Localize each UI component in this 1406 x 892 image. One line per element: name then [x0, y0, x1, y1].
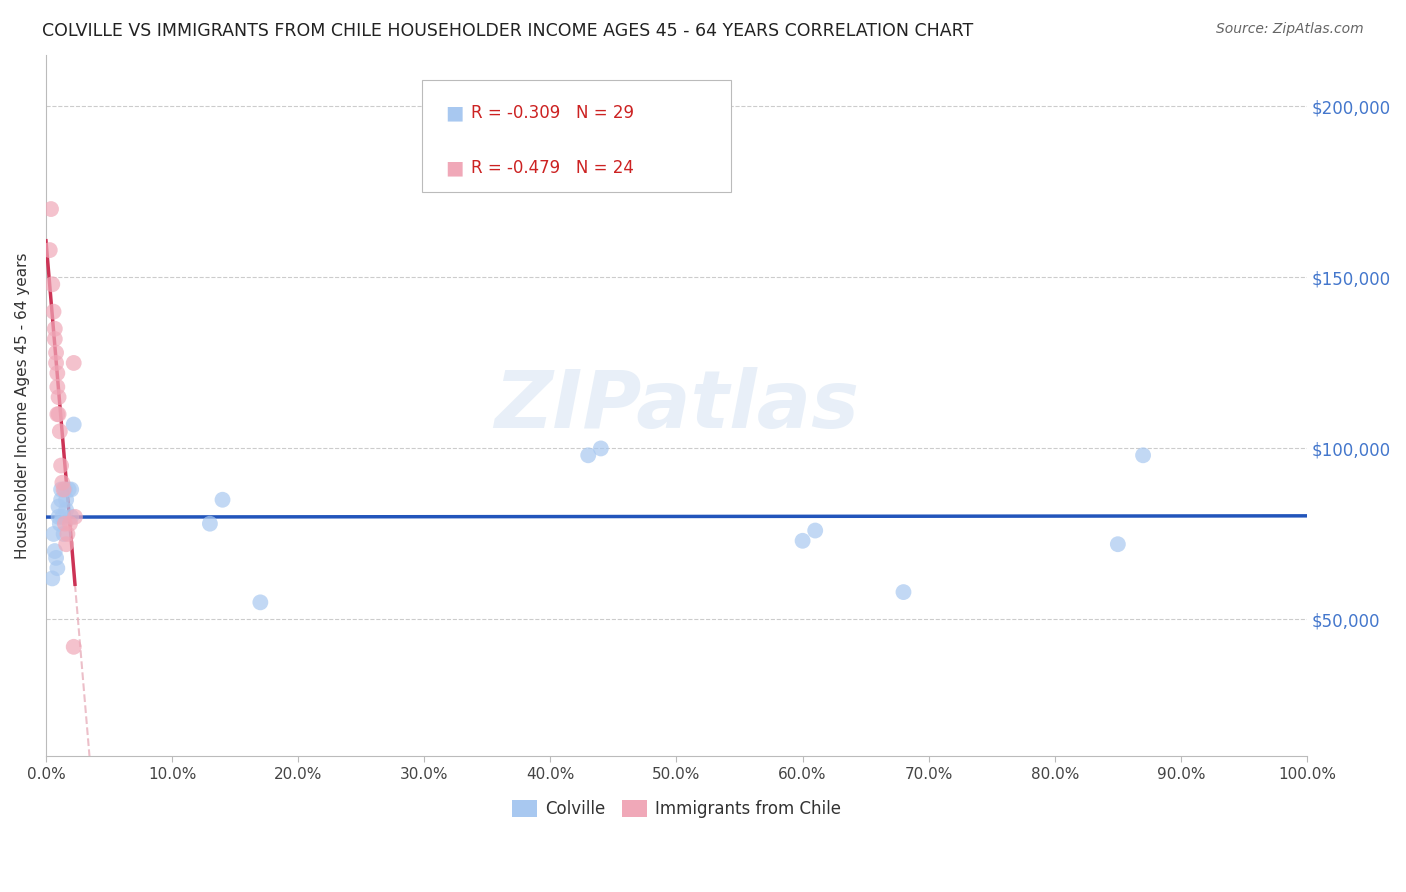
Point [48, 500, 70, 514]
Point [46, 380, 69, 394]
Point [42, 527, 65, 541]
Point [60, 509, 83, 524]
Point [589, 442, 612, 456]
Point [48, 407, 70, 421]
Text: ZIPatlas: ZIPatlas [494, 367, 859, 445]
Point [576, 448, 599, 462]
Point [55, 503, 77, 517]
Point [42, 304, 65, 318]
Point [62, 356, 84, 370]
Point [44, 332, 66, 346]
Point [52, 483, 75, 497]
Point [49, 516, 72, 531]
Point [63, 509, 86, 524]
Point [41, 571, 63, 585]
Point [56, 527, 79, 541]
Point [59, 516, 82, 531]
Point [58, 483, 80, 497]
Point [53, 516, 76, 531]
Point [46, 366, 69, 380]
Point [55, 537, 77, 551]
Text: ■: ■ [446, 103, 464, 123]
Point [49, 483, 72, 497]
Point [1107, 537, 1129, 551]
Point [38, 243, 60, 257]
Point [211, 492, 233, 507]
Point [49, 492, 72, 507]
Point [51, 475, 73, 490]
Point [41, 277, 63, 292]
Point [48, 390, 70, 404]
Point [39, 202, 62, 216]
Point [46, 561, 69, 575]
Point [62, 640, 84, 654]
Point [44, 544, 66, 558]
Point [1132, 448, 1154, 462]
Point [53, 483, 76, 497]
Point [792, 533, 814, 548]
Text: ■: ■ [446, 158, 464, 178]
Point [55, 492, 77, 507]
Point [62, 417, 84, 432]
Text: COLVILLE VS IMMIGRANTS FROM CHILE HOUSEHOLDER INCOME AGES 45 - 64 YEARS CORRELAT: COLVILLE VS IMMIGRANTS FROM CHILE HOUSEH… [42, 22, 973, 40]
Point [893, 585, 915, 599]
Legend: Colville, Immigrants from Chile: Colville, Immigrants from Chile [505, 794, 848, 825]
Y-axis label: Householder Income Ages 45 - 64 years: Householder Income Ages 45 - 64 years [15, 252, 30, 559]
Text: Source: ZipAtlas.com: Source: ZipAtlas.com [1216, 22, 1364, 37]
Point [48, 509, 70, 524]
Point [46, 407, 69, 421]
Point [60, 483, 83, 497]
Point [49, 458, 72, 473]
Point [44, 322, 66, 336]
Point [45, 345, 67, 359]
Point [198, 516, 221, 531]
Text: R = -0.309   N = 29: R = -0.309 N = 29 [471, 104, 634, 122]
Point [249, 595, 271, 609]
Point [45, 550, 67, 565]
Point [52, 527, 75, 541]
Point [49, 425, 72, 439]
Text: R = -0.479   N = 24: R = -0.479 N = 24 [471, 159, 634, 177]
Point [804, 524, 827, 538]
Point [45, 356, 67, 370]
Point [51, 509, 73, 524]
